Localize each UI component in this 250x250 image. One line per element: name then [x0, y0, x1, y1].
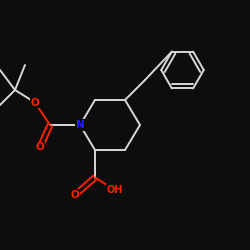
Text: N: N: [76, 120, 84, 130]
Text: O: O: [36, 142, 44, 152]
Text: OH: OH: [107, 185, 123, 195]
Text: O: O: [30, 98, 40, 108]
Text: O: O: [71, 190, 80, 200]
